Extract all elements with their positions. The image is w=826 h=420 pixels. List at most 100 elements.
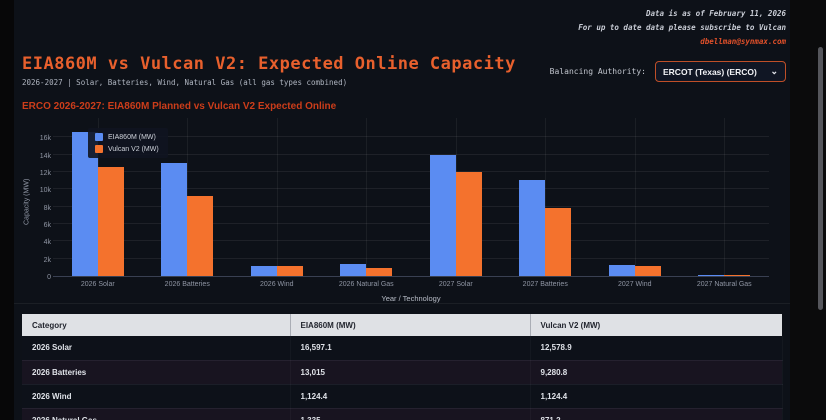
legend-label: Vulcan V2 (MW): [108, 145, 159, 153]
notice-line-1: Data is as of February 11, 2026: [646, 9, 786, 18]
bar-group: [232, 118, 322, 276]
gridline-vertical: [276, 118, 278, 276]
y-axis-ticks: 0 2k 4k 6k 8k 10k 12k 14k 16k: [31, 127, 51, 281]
table-row: 2026 Wind 1,124.4 1,124.4: [22, 384, 782, 409]
balancing-authority-select[interactable]: ERCOT (Texas) (ERCO) ⌄: [655, 61, 786, 82]
plot-area: EIA860M (MW) Vulcan V2 (MW): [53, 118, 770, 277]
gridline: [53, 205, 769, 207]
y-tick-label: 6k: [43, 221, 51, 229]
bar-vulcan-v2-mw[interactable]: [634, 266, 661, 276]
table-cell: 2026 Solar: [22, 336, 290, 361]
controls-bar: Balancing Authority: ERCOT (Texas) (ERCO…: [550, 61, 786, 82]
capacity-table: Category EIA860M (MW) Vulcan V2 (MW) 2026 …: [22, 314, 783, 420]
bar-group: [680, 118, 770, 276]
gridline-vertical: [634, 118, 636, 276]
table-cell: 13,015: [290, 360, 530, 385]
y-tick-label: 12k: [39, 169, 51, 177]
bar-vulcan-v2-mw[interactable]: [724, 275, 751, 276]
bar-eia860m-mw[interactable]: [519, 179, 546, 276]
bar-group: [322, 118, 412, 276]
table-row: 2026 Solar 16,597.1 12,578.9: [22, 336, 782, 361]
legend-swatch-icon: [95, 133, 103, 141]
y-tick-label: 4k: [43, 239, 51, 247]
gridline-vertical: [545, 118, 547, 276]
bar-chart: Capacity (MW) 0 2k 4k 6k 8k 10k 12k 14k 16k EIA8…: [22, 118, 782, 304]
contact-email-link[interactable]: dbellman@synmax.com: [700, 37, 786, 46]
bar-vulcan-v2-mw[interactable]: [545, 208, 572, 276]
y-tick-label: 8k: [43, 204, 51, 212]
table-cell: 16,597.1: [290, 336, 530, 361]
x-axis-category-label: 2027 Natural Gas: [696, 281, 752, 288]
bar-vulcan-v2-mw[interactable]: [366, 268, 393, 276]
table-cell: 2026 Wind: [22, 384, 290, 409]
y-tick-label: 10k: [39, 187, 51, 195]
gridline: [53, 153, 769, 155]
table-header-row: Category EIA860M (MW) Vulcan V2 (MW): [22, 314, 782, 336]
x-axis-category-label: 2027 Batteries: [522, 281, 568, 288]
bar-vulcan-v2-mw[interactable]: [455, 171, 482, 276]
chevron-down-icon: ⌄: [770, 66, 778, 76]
gridline: [53, 222, 769, 224]
bar-vulcan-v2-mw[interactable]: [97, 166, 124, 276]
bar-eia860m-mw[interactable]: [608, 264, 635, 276]
bar-group: [411, 118, 501, 276]
legend-swatch-icon: [95, 145, 103, 153]
bar-vulcan-v2-mw[interactable]: [276, 266, 303, 276]
chart-legend: EIA860M (MW) Vulcan V2 (MW): [88, 128, 168, 158]
table-cell: 12,578.9: [530, 336, 782, 361]
x-axis-category-label: 2026 Batteries: [164, 281, 210, 288]
data-notice: Data is as of February 11, 2026 For up t…: [578, 7, 786, 49]
scrollbar-thumb[interactable]: [818, 47, 823, 310]
table-header-cell: Category: [22, 314, 291, 336]
x-axis-category-label: 2027 Solar: [438, 281, 473, 288]
table-cell: 871.2: [530, 408, 782, 420]
x-axis-category-label: 2027 Wind: [618, 281, 652, 288]
gridline-vertical: [724, 118, 726, 276]
y-tick-label: 2k: [43, 256, 51, 264]
balancing-authority-value: ERCOT (Texas) (ERCO): [663, 66, 757, 77]
y-tick-label: 16k: [39, 135, 51, 143]
bar-eia860m-mw[interactable]: [250, 266, 277, 276]
dashboard-content: Data is as of February 11, 2026 For up t…: [14, 0, 790, 420]
table-cell: 1,335: [290, 408, 530, 420]
gridline: [53, 240, 769, 242]
table-header-cell: Vulcan V2 (MW): [530, 314, 782, 336]
gridline: [53, 136, 769, 138]
scrollbar-track[interactable]: [790, 0, 826, 420]
gridline: [53, 257, 769, 259]
chart-title: ERCO 2026-2027: EIA860M Planned vs Vulca…: [22, 101, 337, 112]
notice-line-2: For up to date data please subscribe to …: [578, 23, 786, 32]
gridline-vertical: [366, 118, 368, 276]
bar-group: [590, 118, 680, 276]
legend-item[interactable]: EIA860M (MW): [95, 133, 159, 141]
balancing-authority-label: Balancing Authority:: [549, 67, 646, 76]
data-table-wrap: Category EIA860M (MW) Vulcan V2 (MW) 2026 …: [22, 314, 782, 420]
x-axis-labels: 2026 Solar 2026 Batteries 2026 Wind 2026 Na…: [53, 281, 769, 288]
page-subtitle: 2026-2027 | Solar, Batteries, Wind, Natu…: [22, 78, 348, 87]
table-cell: 1,124.4: [290, 384, 530, 409]
x-axis-category-label: 2026 Solar: [80, 281, 115, 288]
table-header-cell: EIA860M (MW): [290, 314, 531, 336]
bar-eia860m-mw[interactable]: [429, 155, 456, 276]
section-divider: [14, 303, 790, 304]
y-tick-label: 0: [47, 274, 51, 281]
bar-eia860m-mw[interactable]: [161, 163, 188, 276]
bar-eia860m-mw[interactable]: [698, 275, 725, 276]
bar-eia860m-mw[interactable]: [340, 264, 367, 276]
gridline: [53, 170, 769, 172]
bar-group: [143, 118, 233, 276]
table-row: 2026 Natural Gas 1,335 871.2: [22, 408, 782, 420]
legend-item[interactable]: Vulcan V2 (MW): [95, 145, 159, 153]
legend-label: EIA860M (MW): [108, 133, 156, 141]
bar-group: [501, 118, 591, 276]
page-title: EIA860M vs Vulcan V2: Expected Online Ca…: [22, 54, 516, 74]
bar-vulcan-v2-mw[interactable]: [187, 195, 214, 276]
table-cell: 9,280.8: [530, 360, 782, 385]
table-row: 2026 Batteries 13,015 9,280.8: [22, 360, 782, 385]
x-axis-category-label: 2026 Wind: [260, 281, 294, 288]
table-body: 2026 Solar 16,597.1 12,578.9 2026 Batteries…: [22, 336, 782, 420]
x-axis-title: Year / Technology: [381, 294, 441, 303]
table-cell: 2026 Batteries: [22, 360, 290, 385]
table-cell: 1,124.4: [530, 384, 782, 409]
